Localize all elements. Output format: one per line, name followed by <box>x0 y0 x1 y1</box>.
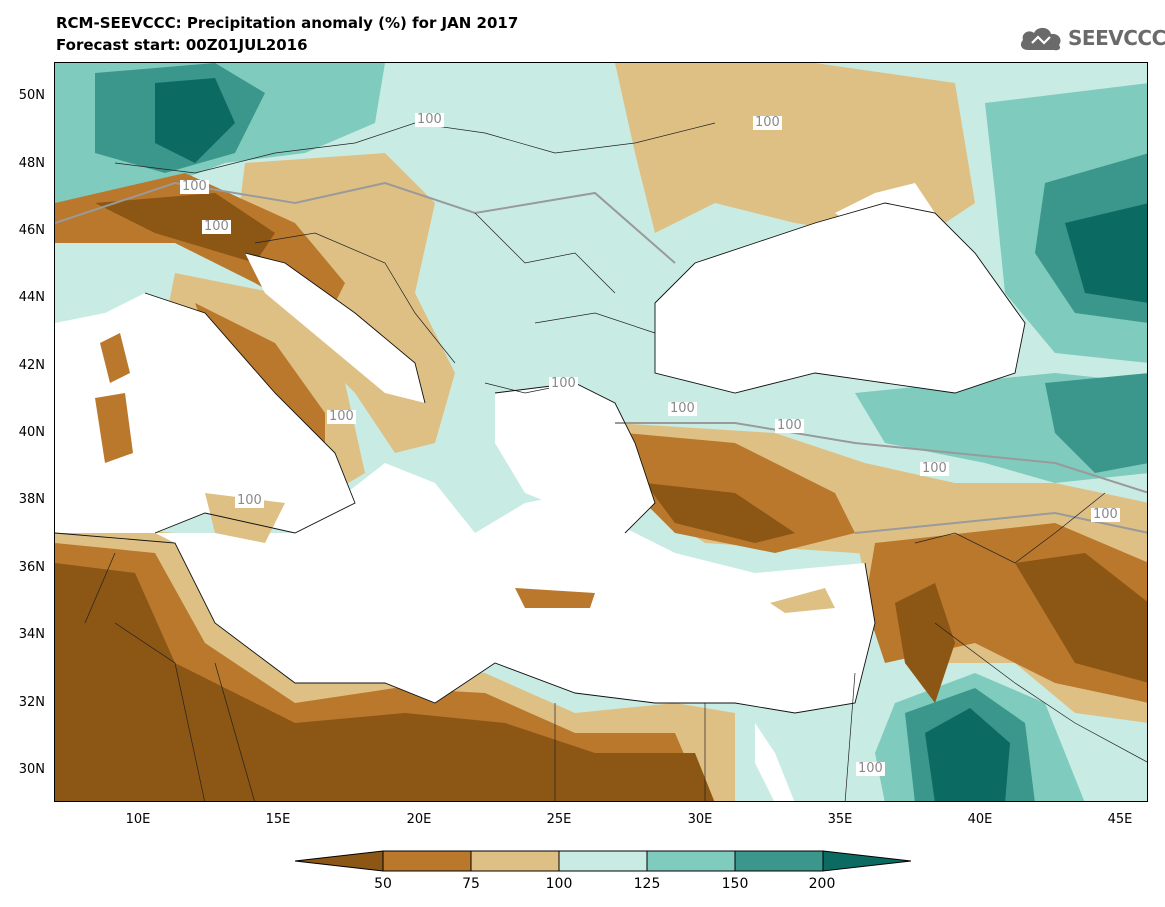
x-tick-label: 25E <box>546 812 572 827</box>
very-dry-africa <box>55 563 715 801</box>
logo-text: SEEVCCC <box>1068 26 1165 50</box>
contour-label: 100 <box>856 761 885 776</box>
x-tick-label: 45E <box>1107 812 1133 827</box>
legend-swatch <box>558 850 648 872</box>
legend-swatch <box>646 850 736 872</box>
extreme-wet-arabia <box>925 708 1010 801</box>
legend-swatch <box>382 850 472 872</box>
y-tick-label: 38N <box>18 492 45 507</box>
sea-adriatic <box>245 253 425 403</box>
contour-label: 100 <box>180 179 209 194</box>
very-dry-alps <box>95 193 275 263</box>
extreme-wet-caucasus <box>1065 203 1147 303</box>
x-tick-label: 30E <box>687 812 713 827</box>
very-dry-levant <box>895 583 955 703</box>
y-tick-label: 48N <box>18 156 45 171</box>
legend-swatch-high <box>822 850 912 872</box>
legend-label: 200 <box>808 876 836 892</box>
extreme-wet-austria <box>155 78 235 163</box>
legend-bar <box>294 850 912 872</box>
contour-label: 100 <box>327 409 356 424</box>
contour-100-line <box>55 181 1147 534</box>
anomaly-map <box>54 62 1148 802</box>
y-tick-label: 40N <box>18 425 45 440</box>
seevccc-logo: SEEVCCC <box>1018 24 1165 52</box>
cloud-icon <box>1020 27 1061 51</box>
legend-label: 50 <box>374 876 392 892</box>
y-tick-label: 34N <box>18 627 45 642</box>
sea-aegean <box>495 383 655 533</box>
island-sardinia <box>95 393 133 463</box>
sea-azov <box>835 183 935 233</box>
sea-black <box>655 203 1025 393</box>
coastlines <box>55 202 1026 714</box>
y-tick-label: 50N <box>18 88 45 103</box>
contour-label: 100 <box>775 418 804 433</box>
contour-label: 100 <box>920 461 949 476</box>
legend-swatch <box>734 850 824 872</box>
island-cyprus <box>770 588 835 613</box>
legend-label: 125 <box>633 876 661 892</box>
sea-tyrrhenian <box>55 293 355 533</box>
map-canvas <box>55 63 1147 801</box>
x-tick-label: 20E <box>406 812 432 827</box>
contour-label: 100 <box>1091 507 1120 522</box>
x-tick-label: 10E <box>125 812 151 827</box>
y-tick-label: 36N <box>18 560 45 575</box>
island-sicily <box>205 493 285 543</box>
legend-label: 100 <box>545 876 573 892</box>
y-tick-label: 46N <box>18 223 45 238</box>
x-tick-label: 40E <box>967 812 993 827</box>
legend-swatch <box>470 850 560 872</box>
contour-label: 100 <box>753 115 782 130</box>
contour-label: 100 <box>235 493 264 508</box>
map-subtitle: Forecast start: 00Z01JUL2016 <box>56 36 308 54</box>
very-dry-syria <box>1015 553 1147 683</box>
y-tick-label: 30N <box>18 762 45 777</box>
contour-label: 100 <box>549 376 578 391</box>
contour-label: 100 <box>668 401 697 416</box>
x-tick-label: 15E <box>265 812 291 827</box>
y-tick-label: 42N <box>18 358 45 373</box>
contour-label: 100 <box>415 112 444 127</box>
very-wet-region-east-turkey <box>1045 373 1147 473</box>
legend-label: 150 <box>721 876 749 892</box>
map-title: RCM-SEEVCCC: Precipitation anomaly (%) f… <box>56 14 519 32</box>
island-corsica <box>100 333 130 383</box>
island-crete <box>515 588 595 608</box>
legend-label: 75 <box>462 876 480 892</box>
contour-label: 100 <box>202 219 231 234</box>
x-tick-label: 35E <box>827 812 853 827</box>
color-legend <box>294 850 912 876</box>
very-dry-turkey <box>645 483 795 543</box>
y-tick-label: 32N <box>18 695 45 710</box>
legend-swatch-low <box>294 850 384 872</box>
sea-red <box>755 723 795 801</box>
y-tick-label: 44N <box>18 290 45 305</box>
